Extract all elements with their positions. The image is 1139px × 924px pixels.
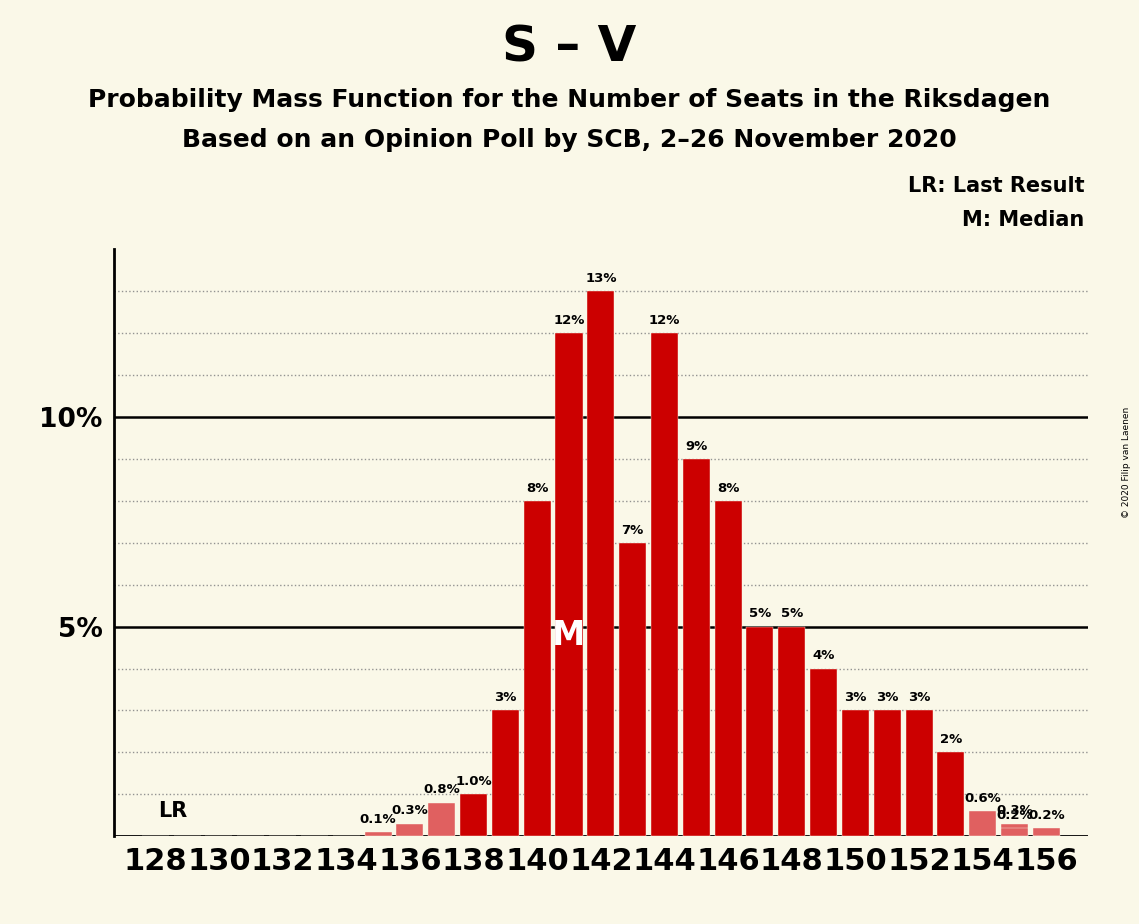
Text: 0.2%: 0.2% — [1029, 808, 1065, 821]
Bar — [810, 669, 837, 836]
Text: 12%: 12% — [649, 314, 680, 327]
Text: M: M — [552, 618, 585, 651]
Bar — [460, 795, 487, 836]
Bar — [492, 711, 519, 836]
Text: 7%: 7% — [622, 524, 644, 537]
Text: Based on an Opinion Poll by SCB, 2–26 November 2020: Based on an Opinion Poll by SCB, 2–26 No… — [182, 128, 957, 152]
Bar — [1033, 828, 1060, 836]
Text: 0.1%: 0.1% — [360, 813, 396, 826]
Text: 5%: 5% — [780, 607, 803, 620]
Bar — [1001, 828, 1029, 836]
Bar — [428, 803, 456, 836]
Bar — [906, 711, 933, 836]
Bar — [652, 334, 678, 836]
Bar — [969, 811, 997, 836]
Text: 0.6%: 0.6% — [965, 792, 1001, 805]
Bar — [620, 543, 646, 836]
Text: 8%: 8% — [526, 481, 548, 494]
Bar — [364, 832, 392, 836]
Text: 3%: 3% — [844, 691, 867, 704]
Bar — [874, 711, 901, 836]
Bar — [1001, 823, 1029, 836]
Text: 0.2%: 0.2% — [997, 808, 1033, 821]
Text: 8%: 8% — [716, 481, 739, 494]
Bar — [842, 711, 869, 836]
Bar — [588, 291, 614, 836]
Bar — [778, 626, 805, 836]
Text: 0.8%: 0.8% — [424, 784, 460, 796]
Text: 3%: 3% — [494, 691, 516, 704]
Text: Probability Mass Function for the Number of Seats in the Riksdagen: Probability Mass Function for the Number… — [89, 88, 1050, 112]
Text: 2%: 2% — [940, 733, 962, 746]
Text: © 2020 Filip van Laenen: © 2020 Filip van Laenen — [1122, 407, 1131, 517]
Text: 5%: 5% — [748, 607, 771, 620]
Text: 0.3%: 0.3% — [997, 805, 1033, 818]
Bar — [682, 459, 710, 836]
Bar — [746, 626, 773, 836]
Text: LR: LR — [158, 800, 188, 821]
Text: 9%: 9% — [686, 440, 707, 453]
Bar — [714, 501, 741, 836]
Text: 3%: 3% — [908, 691, 931, 704]
Text: M: Median: M: Median — [962, 210, 1084, 230]
Text: LR: Last Result: LR: Last Result — [908, 176, 1084, 196]
Bar — [396, 823, 424, 836]
Text: 12%: 12% — [554, 314, 584, 327]
Text: 4%: 4% — [812, 650, 835, 663]
Text: 1.0%: 1.0% — [456, 775, 492, 788]
Bar — [556, 334, 582, 836]
Text: 3%: 3% — [876, 691, 899, 704]
Text: 0.3%: 0.3% — [392, 805, 428, 818]
Text: S – V: S – V — [502, 23, 637, 71]
Bar — [524, 501, 550, 836]
Text: 13%: 13% — [585, 272, 616, 286]
Bar — [937, 752, 965, 836]
